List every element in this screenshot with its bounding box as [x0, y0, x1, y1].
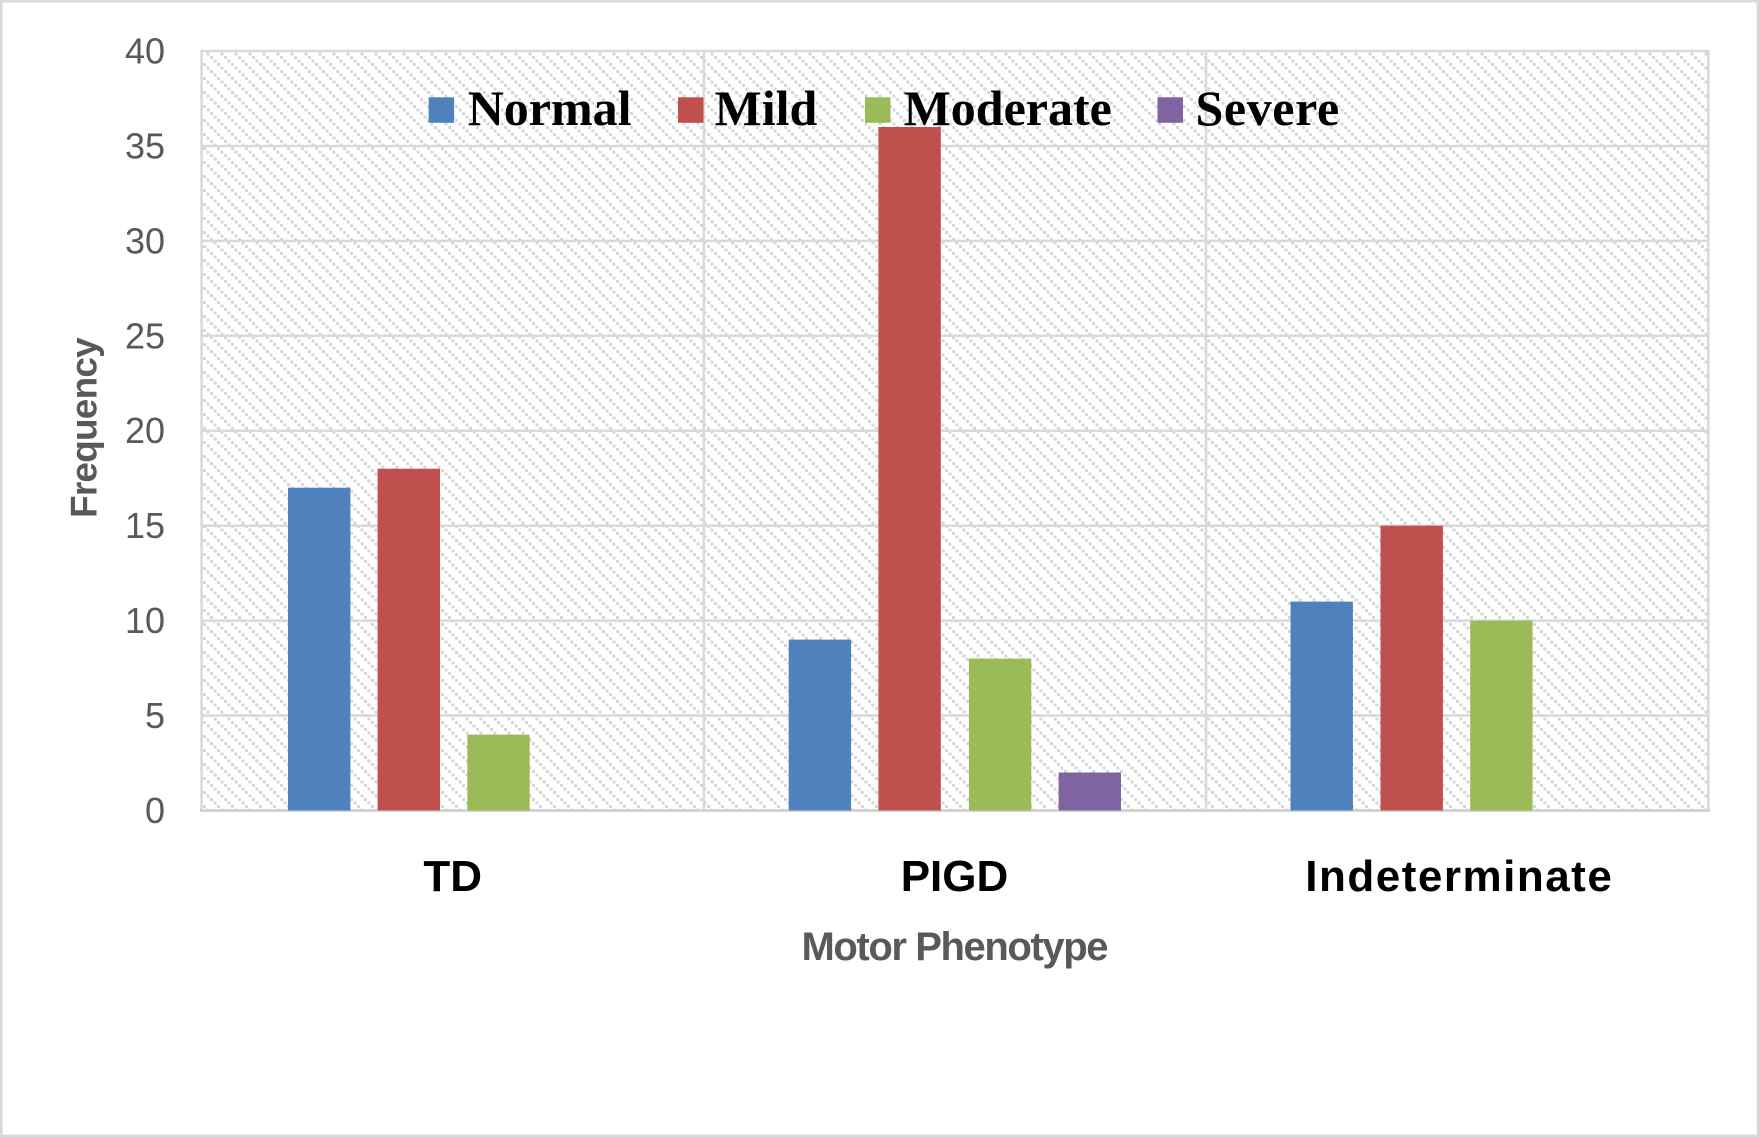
svg-text:Normal: Normal: [468, 80, 632, 136]
svg-text:20: 20: [125, 410, 165, 451]
svg-text:TD: TD: [423, 852, 482, 901]
svg-text:10: 10: [125, 600, 165, 641]
svg-text:25: 25: [125, 315, 165, 356]
svg-text:Frequency: Frequency: [64, 337, 105, 518]
svg-text:30: 30: [125, 220, 165, 261]
svg-text:0: 0: [145, 790, 165, 831]
svg-text:PIGD: PIGD: [901, 852, 1009, 901]
svg-text:Mild: Mild: [715, 80, 818, 136]
svg-text:Severe: Severe: [1196, 80, 1340, 136]
svg-text:Moderate: Moderate: [904, 80, 1112, 136]
svg-text:40: 40: [125, 31, 165, 72]
svg-text:35: 35: [125, 125, 165, 166]
svg-text:15: 15: [125, 505, 165, 546]
svg-text:Motor Phenotype: Motor Phenotype: [801, 925, 1107, 969]
svg-text:Indeterminate: Indeterminate: [1305, 852, 1613, 901]
svg-text:5: 5: [145, 695, 165, 736]
